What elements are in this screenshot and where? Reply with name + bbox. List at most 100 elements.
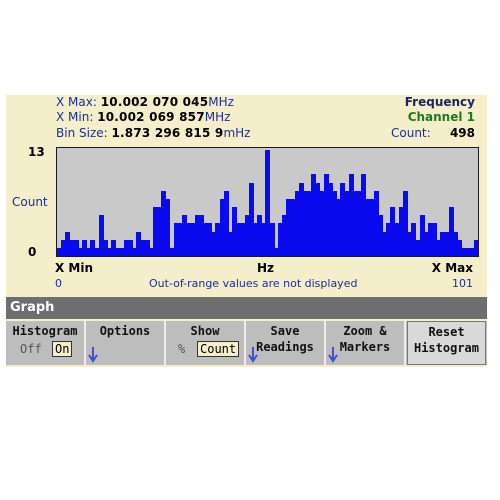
histogram-bar	[123, 239, 129, 256]
histogram-bar	[211, 231, 217, 256]
histogram-bar	[232, 207, 238, 256]
histogram-bar	[465, 247, 471, 256]
histogram-bar	[302, 190, 308, 256]
histogram-bar	[427, 223, 433, 256]
histogram-bar	[177, 223, 183, 256]
histogram-bar	[115, 247, 121, 256]
histogram-bar	[127, 239, 133, 256]
x-min-value: 10.002 069 857	[97, 110, 205, 124]
histogram-bar	[444, 231, 450, 256]
bin-size-label: Bin Size:	[56, 126, 108, 140]
histogram-bar	[215, 223, 221, 256]
histogram-off-option[interactable]: Off	[20, 342, 42, 356]
histogram-bar	[307, 190, 313, 256]
histogram-bar	[352, 190, 358, 256]
histogram-on-option[interactable]: On	[52, 341, 73, 357]
histogram-bar	[182, 215, 188, 256]
histogram-bar	[436, 239, 442, 256]
histogram-bar	[148, 247, 154, 256]
x-min-unit: MHz	[204, 110, 231, 124]
histogram-bar	[294, 190, 300, 256]
bin-size-value: 1.873 296 815 9	[111, 126, 224, 140]
histogram-bar	[373, 190, 379, 256]
out-of-range-note: Out-of-range values are not displayed	[149, 277, 358, 290]
histogram-bar	[340, 182, 346, 256]
histogram-bar	[169, 247, 175, 256]
options-softkey[interactable]: Options	[86, 321, 166, 365]
histogram-bar	[277, 223, 283, 256]
x-min-label: X Min:	[56, 110, 94, 124]
x-axis-min-label: X Min	[55, 261, 94, 275]
histogram-bar	[402, 190, 408, 256]
softkey-bar: Histogram Off On Options Show % Count Sa…	[6, 321, 487, 365]
histogram-bar	[111, 239, 117, 256]
histogram-bar	[190, 223, 196, 256]
x-axis-end-index: 101	[452, 277, 473, 290]
histogram-bar	[165, 198, 171, 256]
histogram-bar	[332, 190, 338, 256]
histogram-bar	[86, 247, 92, 256]
histogram-bar	[161, 190, 167, 256]
histogram-bar	[157, 207, 163, 256]
histogram-bar	[119, 247, 125, 256]
histogram-bar	[390, 207, 396, 256]
histogram-bar	[240, 223, 246, 256]
histogram-bar	[469, 247, 475, 256]
histogram-bar	[257, 215, 263, 256]
save-readings-softkey[interactable]: Save Readings	[246, 321, 326, 365]
show-percent-option[interactable]: %	[178, 342, 186, 356]
histogram-bar	[319, 190, 325, 256]
histogram-bar	[323, 174, 329, 256]
show-count-option[interactable]: Count	[197, 341, 240, 357]
histogram-bar	[82, 239, 87, 256]
histogram-bar	[407, 231, 413, 256]
histogram-plot	[56, 147, 479, 257]
x-max-value: 10.002 070 045	[100, 95, 209, 109]
zoom-softkey-label-line1: Zoom &	[343, 324, 387, 338]
menu-title: Graph	[10, 300, 55, 315]
submenu-arrow-icon	[248, 347, 258, 363]
histogram-bar	[315, 182, 321, 256]
histogram-bar	[282, 215, 288, 256]
zoom-markers-softkey[interactable]: Zoom & Markers	[326, 321, 406, 365]
histogram-bar	[411, 223, 417, 256]
histogram-bar	[69, 239, 75, 256]
histogram-bar	[357, 190, 363, 256]
reset-softkey-label-line2: Histogram	[413, 341, 480, 355]
save-softkey-label-line1: Save	[270, 324, 300, 338]
y-axis-max: 13	[28, 145, 45, 159]
histogram-bar	[327, 182, 333, 256]
histogram-bar	[415, 239, 421, 256]
submenu-arrow-icon	[328, 347, 338, 363]
histogram-bar	[244, 215, 250, 256]
x-min-readout: X Min: 10.002 069 857MHz	[56, 110, 230, 124]
histogram-bar	[269, 223, 275, 256]
histogram-bar	[94, 247, 100, 256]
histogram-bar	[77, 247, 83, 256]
x-axis-unit-label: Hz	[257, 261, 275, 275]
histogram-bar	[152, 207, 158, 256]
x-axis-start-index: 0	[55, 277, 62, 290]
histogram-bar	[290, 198, 296, 256]
reset-histogram-softkey[interactable]: Reset Histogram	[407, 321, 486, 365]
x-max-label: X Max:	[56, 95, 97, 109]
histogram-bar	[457, 239, 463, 256]
histogram-softkey[interactable]: Histogram Off On	[6, 321, 86, 365]
histogram-bar	[361, 174, 367, 256]
count-value: 498	[449, 126, 475, 140]
histogram-bar	[452, 231, 458, 256]
show-softkey[interactable]: Show % Count	[166, 321, 246, 365]
histogram-bar	[202, 223, 208, 256]
histogram-bar	[386, 223, 392, 256]
histogram-bar	[136, 231, 142, 256]
x-max-unit: MHz	[208, 95, 234, 109]
histogram-bar	[394, 223, 400, 256]
histogram-bar	[440, 231, 446, 256]
histogram-bar	[61, 239, 67, 256]
x-axis-max-label: X Max	[431, 261, 473, 275]
options-softkey-label: Options	[99, 324, 151, 338]
histogram-bar	[98, 215, 104, 256]
bin-size-unit: mHz	[223, 126, 251, 140]
histogram-bar	[382, 231, 388, 256]
instrument-screen: X Max: 10.002 070 045MHz X Min: 10.002 0…	[6, 95, 487, 367]
